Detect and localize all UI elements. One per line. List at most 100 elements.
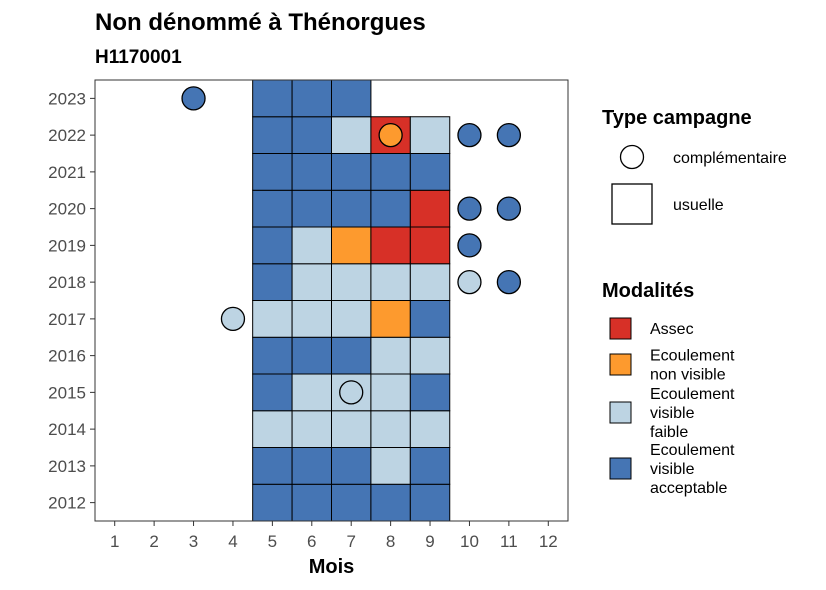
y-tick-label: 2015 [48,383,86,402]
x-axis-title: Mois [309,556,355,578]
tile-2022-9 [409,116,451,154]
tile-2014-9 [409,410,451,448]
tile-2012-6 [291,483,333,522]
x-tick-label: 8 [386,532,395,551]
tile-2016-5 [252,336,293,375]
tile-2021-8 [370,153,411,191]
y-tick-label: 2021 [48,163,86,182]
tile-2020-5 [252,189,293,228]
tile-2016-9 [409,336,451,375]
tile-2017-8 [370,300,411,338]
y-tick-label: 2012 [48,494,86,513]
panel-border [94,79,569,522]
point-2019-10 [457,233,482,258]
tile-2014-6 [291,410,333,448]
x-tick-label: 6 [307,532,316,551]
points-layer [181,86,522,405]
tile-2017-9 [409,300,451,338]
point-2023-3 [181,86,206,111]
tile-2019-8 [370,226,411,265]
legend-modalites-title: Modalités [602,280,694,302]
chart-title: Non dénommé à Thénorgues [95,9,426,36]
chart-subtitle: H1170001 [95,47,182,68]
legend-circle-icon [619,144,645,170]
legend-type-label-complementaire: complémentaire [673,150,787,167]
point-2018-11 [496,269,522,295]
x-tick-label: 4 [228,532,237,551]
legend-type-title: Type campagne [602,107,752,129]
tile-2021-9 [409,153,451,191]
x-tick-label: 10 [460,532,479,551]
y-tick-label: 2018 [48,273,86,292]
tile-2017-6 [291,300,333,338]
tile-2023-6 [291,79,333,118]
tile-2019-9 [409,226,451,265]
legend-key-A [609,317,632,340]
y-tick-label: 2019 [48,236,86,255]
x-axis: 1 2 3 4 5 6 7 8 9 10 11 12 [110,521,558,551]
legend-key-VF [609,401,632,424]
tile-2019-6 [291,226,333,265]
tile-2022-7 [331,116,372,154]
point-2020-11 [496,196,522,221]
plot-panel [94,79,569,522]
tile-2019-7 [331,226,372,265]
tile-2022-6 [291,116,333,154]
point-2022-11 [496,122,522,148]
point-2018-10 [457,269,482,295]
tile-2018-9 [409,263,451,301]
tile-2015-6 [291,373,333,412]
x-tick-label: 2 [149,532,158,551]
tile-2013-8 [370,447,411,485]
tile-2015-5 [252,373,293,412]
point-2022-8 [378,122,403,148]
tile-2016-6 [291,336,333,375]
tile-2015-8 [370,373,411,412]
legend-key-VA [609,457,632,480]
tile-2013-5 [252,447,293,485]
legend-mod-label-NV: Ecoulement non visible [650,348,735,384]
tile-2018-5 [252,263,293,301]
x-tick-label: 1 [110,532,119,551]
point-2022-10 [457,122,482,148]
tile-2020-6 [291,189,333,228]
tile-2021-5 [252,153,293,191]
legend-mod-label-VA: Ecoulement visible acceptable [650,442,735,497]
tile-2013-9 [409,447,451,485]
y-tick-label: 2022 [48,126,86,145]
x-tick-label: 5 [268,532,277,551]
legend-modalites: Modalités Assec Ecoulement non visible Ecou… [602,280,735,497]
tile-2021-6 [291,153,333,191]
tile-2012-8 [370,483,411,522]
legend-type-campagne: Type campagne complémentaire usuelle [602,107,787,225]
y-tick-label: 2014 [48,420,86,439]
tile-2021-7 [331,153,372,191]
x-tick-label: 3 [189,532,198,551]
tile-2012-5 [252,483,293,522]
x-tick-label: 11 [500,532,518,551]
tile-2020-7 [331,189,372,228]
point-2020-10 [457,196,482,221]
tile-2014-7 [331,410,372,448]
tile-2020-9 [409,189,451,228]
legend-square-icon [611,183,653,225]
tile-2016-8 [370,336,411,375]
tile-2023-7 [331,79,372,118]
point-2015-7 [339,380,364,405]
tile-2018-7 [331,263,372,301]
tile-2015-9 [409,373,451,412]
tile-2017-5 [252,300,293,338]
tile-2014-8 [370,410,411,448]
y-tick-label: 2013 [48,457,86,476]
point-2017-4 [220,306,246,332]
tile-2022-5 [252,116,293,154]
legend-key-NV [609,353,632,376]
tile-2019-5 [252,226,293,265]
tile-2018-6 [291,263,333,301]
tile-2014-5 [252,410,293,448]
tile-2016-7 [331,336,372,375]
legend-mod-label-A: Assec [650,321,694,338]
tile-2012-7 [331,483,372,522]
legend-type-label-usuelle: usuelle [673,197,724,214]
